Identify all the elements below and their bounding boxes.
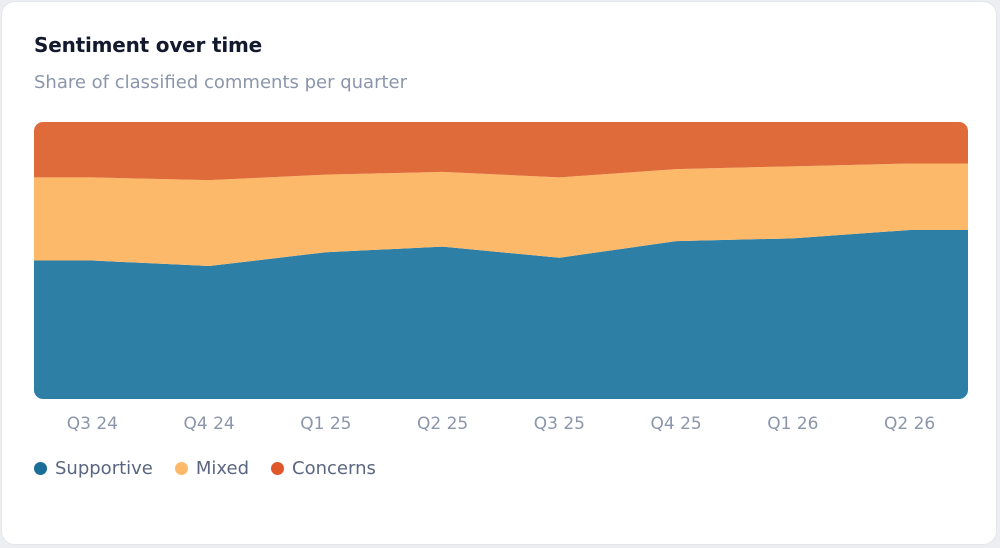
- legend-label-mixed: Mixed: [195, 458, 250, 479]
- area-series-supportive[interactable]: [34, 230, 968, 399]
- x-tick-label: Q2 26: [884, 414, 935, 434]
- x-tick-label: Q4 25: [651, 414, 702, 434]
- x-tick-label: Q3 24: [67, 414, 118, 434]
- chart-subtitle: Share of classified comments per quarter: [34, 72, 408, 93]
- legend-label-supportive: Supportive: [55, 458, 153, 479]
- area-series-mixed[interactable]: [34, 163, 968, 267]
- x-tick-label: Q3 25: [534, 414, 585, 434]
- legend-marker-mixed: [174, 462, 188, 475]
- x-tick-label: Q1 25: [300, 414, 351, 434]
- x-tick-label: Q4 24: [184, 414, 235, 434]
- x-tick-label: Q1 26: [767, 414, 818, 434]
- legend-marker-supportive: [34, 462, 47, 475]
- legend-item-mixed[interactable]: Mixed: [174, 458, 250, 479]
- legend-item-supportive[interactable]: Supportive: [34, 458, 153, 479]
- area-series-concerns[interactable]: [34, 122, 968, 181]
- x-tick-label: Q2 25: [417, 414, 468, 434]
- legend-label-concerns: Concerns: [292, 458, 376, 479]
- legend-item-concerns[interactable]: Concerns: [271, 458, 376, 479]
- chart-title: Sentiment over time: [34, 33, 262, 57]
- legend-marker-concerns: [271, 462, 285, 475]
- chart-legend: Supportive Mixed Concerns: [34, 458, 398, 479]
